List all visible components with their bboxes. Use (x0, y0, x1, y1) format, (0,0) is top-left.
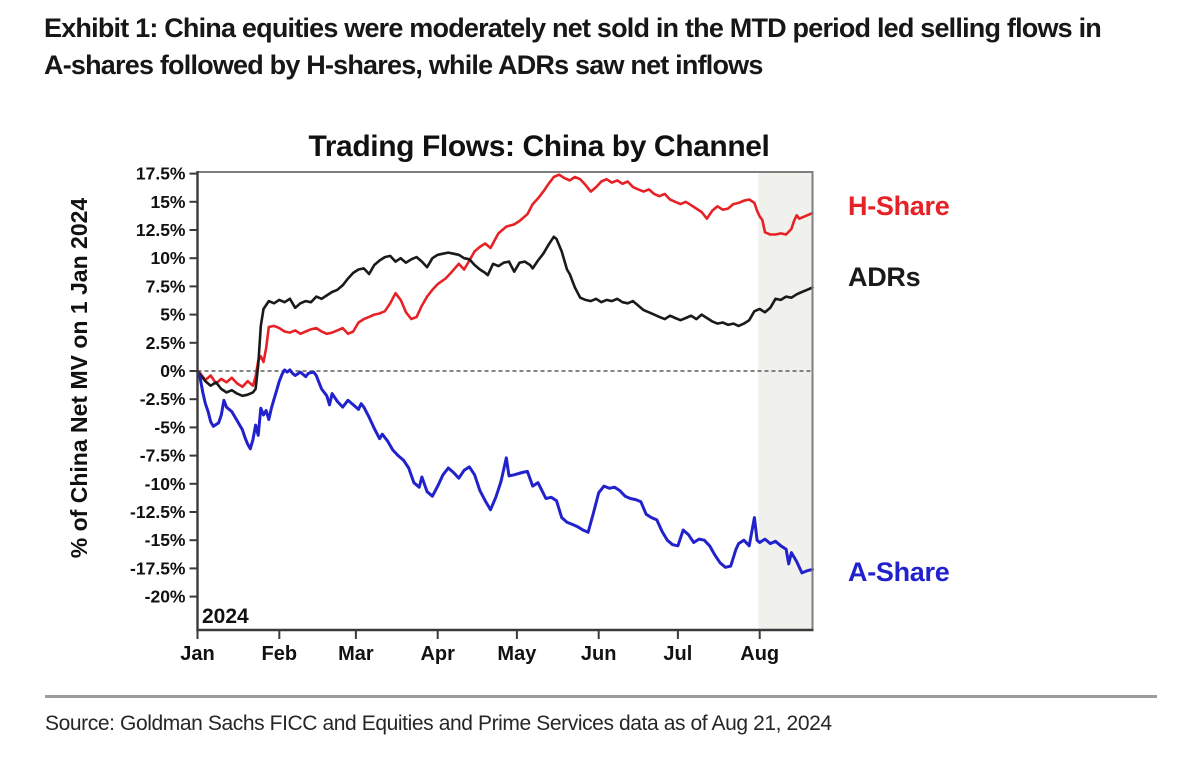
y-tick-label: -7.5% (140, 446, 186, 466)
y-tick-label: 5% (160, 305, 186, 325)
series-label-adrs: ADRs (848, 262, 921, 292)
y-tick-label: -20% (145, 587, 186, 607)
x-tick-label: May (497, 643, 537, 665)
y-tick-label: 2.5% (146, 333, 186, 353)
y-tick-label: 17.5% (136, 164, 186, 184)
series-line-h-share (196, 173, 814, 389)
footer-divider (45, 695, 1157, 698)
source-text: Source: Goldman Sachs FICC and Equities … (45, 712, 832, 735)
y-tick-label: -12.5% (130, 502, 186, 522)
series-label-h-share: H-Share (848, 191, 950, 221)
x-tick-label: Mar (338, 643, 374, 665)
mtd-shaded-region (758, 172, 813, 630)
x-tick-label: Jan (180, 643, 214, 665)
y-tick-label: -17.5% (130, 558, 186, 578)
headline-line-1: Exhibit 1: China equities were moderatel… (44, 13, 1102, 43)
y-tick-label: 7.5% (146, 276, 186, 296)
x-tick-label: Feb (262, 643, 298, 665)
y-tick-label: 15% (150, 192, 185, 212)
y-tick-label: 12.5% (136, 220, 186, 240)
x-tick-label: Jun (581, 643, 617, 665)
x-tick-label: Jul (663, 643, 692, 665)
x-tick-label: Apr (420, 643, 455, 665)
x-tick-label: Aug (740, 643, 779, 665)
y-tick-label: 0% (160, 361, 186, 381)
y-tick-label: -15% (145, 530, 186, 550)
y-tick-label: -2.5% (140, 389, 186, 409)
y-tick-label: -5% (154, 417, 186, 437)
year-label: 2024 (202, 605, 249, 628)
y-tick-label: 10% (150, 248, 185, 268)
exhibit-headline: Exhibit 1: China equities were moderatel… (44, 10, 1194, 84)
chart-title: Trading Flows: China by Channel (308, 130, 770, 163)
headline-line-2: A-shares followed by H-shares, while ADR… (44, 50, 763, 80)
y-axis-title: % of China Net MV on 1 Jan 2024 (66, 197, 92, 559)
series-line-a-share (196, 368, 814, 575)
line-chart: 17.5% 15% 12.5% 10% 7.5% 5% 2.5% 0% -2.5% -5% -7.5… (130, 164, 814, 665)
plot-area (197, 172, 813, 630)
series-line-adrs (196, 235, 814, 398)
series-label-a-share: A-Share (848, 557, 950, 587)
y-tick-label: -10% (145, 474, 186, 494)
